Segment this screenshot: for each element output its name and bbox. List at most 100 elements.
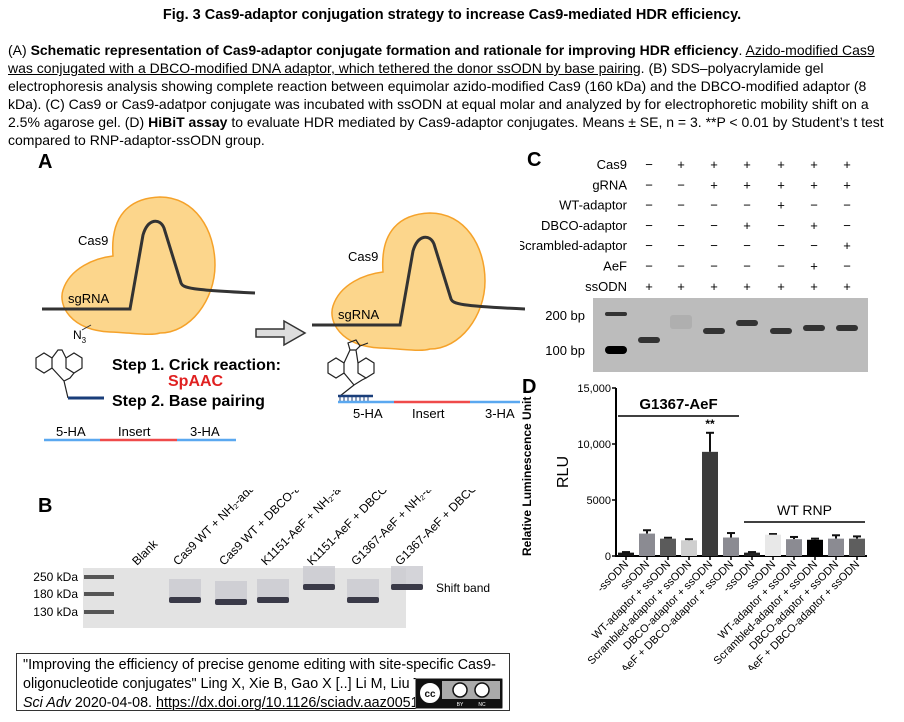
y-tick-label: 10,000 — [577, 439, 611, 451]
condition-value: − — [743, 259, 751, 274]
sgrna-label-left: sgRNA — [68, 291, 110, 306]
lane-label: Blank — [129, 536, 161, 568]
panel-a-label: A — [38, 151, 52, 173]
condition-value: + — [810, 177, 818, 192]
bar — [618, 552, 634, 556]
reaction-arrow-icon — [255, 319, 307, 347]
condition-value: + — [810, 157, 818, 172]
step1-label: Step 1. Crick reaction: — [112, 357, 281, 374]
dna-band — [770, 328, 792, 334]
ha3-label-right: 3-HA — [485, 406, 515, 421]
protein-band — [257, 597, 289, 603]
bar — [849, 538, 865, 556]
bar — [723, 537, 739, 556]
outer-y-axis-label: Relative Luminescence Unit — [520, 397, 534, 556]
condition-value: + — [843, 177, 851, 192]
bar — [660, 538, 676, 556]
condition-value: − — [843, 259, 851, 274]
condition-value: − — [677, 198, 685, 213]
citation-date: 2020-04-08. — [70, 695, 157, 711]
dna-band — [670, 315, 692, 329]
condition-value: − — [645, 157, 653, 172]
condition-value: − — [710, 259, 718, 274]
group-label: G1367-AeF — [639, 396, 717, 413]
svg-text:cc: cc — [424, 689, 436, 700]
citation-box: "Improving the efficiency of precise gen… — [16, 653, 510, 711]
significance-marker: ** — [705, 417, 715, 431]
ladder-band — [84, 575, 114, 579]
cc-by-nc-license-badge: cc BY NC — [415, 678, 503, 709]
step2-label: Step 2. Base pairing — [112, 393, 265, 410]
sgrna-label-right: sgRNA — [338, 307, 380, 322]
panel-c-label: C — [527, 149, 541, 171]
condition-value: + — [810, 279, 818, 294]
condition-value: − — [677, 259, 685, 274]
citation-line3: Sci Adv 2020-04-08. https://dx.doi.org/1… — [23, 694, 509, 713]
ladder-band — [84, 592, 114, 596]
bar — [807, 539, 823, 556]
svg-text:NC: NC — [478, 702, 486, 708]
dna-band — [638, 337, 660, 343]
condition-value: − — [677, 218, 685, 233]
condition-value: + — [710, 279, 718, 294]
triazole-structure-right — [327, 339, 375, 397]
ha5-label-left: 5-HA — [56, 424, 86, 439]
caption-a-underlined: Azido-modified Cas9 was conjugated with … — [8, 42, 875, 76]
condition-value: + — [743, 279, 751, 294]
marker-200bp: 200 bp — [545, 308, 585, 323]
insert-label-right: Insert — [412, 406, 445, 421]
condition-value: − — [743, 198, 751, 213]
condition-value: + — [743, 218, 751, 233]
y-axis-label: RLU — [555, 456, 572, 488]
condition-row-label: gRNA — [592, 177, 627, 192]
condition-value: − — [645, 259, 653, 274]
kda-marker: 250 kDa — [33, 570, 78, 584]
condition-value: + — [777, 157, 785, 172]
panel-b-label: B — [38, 495, 52, 517]
ladder-band — [605, 312, 627, 316]
panel-a-schematic: A Cas9 sgRNA N3 Step 1. Crick reaction: … — [35, 151, 525, 442]
condition-row-label: AeF — [603, 259, 627, 274]
ha3-label-left: 3-HA — [190, 424, 220, 439]
ha5-label-right: 5-HA — [353, 406, 383, 421]
protein-band — [169, 597, 201, 603]
protein-band — [391, 584, 423, 590]
condition-value: − — [645, 238, 653, 253]
citation-line2: oligonucleotide conjugates" Ling X, Xie … — [23, 676, 425, 692]
bar — [639, 533, 655, 556]
caption-a-prefix: (A) — [8, 42, 31, 58]
condition-value: − — [743, 238, 751, 253]
condition-value: + — [710, 177, 718, 192]
bar — [702, 451, 718, 556]
kda-marker: 180 kDa — [33, 587, 78, 601]
condition-value: − — [777, 238, 785, 253]
y-tick-label: 15,000 — [577, 383, 611, 395]
condition-value: + — [777, 198, 785, 213]
condition-value: + — [710, 157, 718, 172]
y-tick-label: 0 — [605, 551, 611, 563]
condition-value: + — [810, 259, 818, 274]
citation-journal: Sci Adv — [23, 695, 71, 711]
condition-value: − — [645, 218, 653, 233]
citation-doi-link[interactable]: https://dx.doi.org/10.1126/sciadv.aaz005… — [156, 695, 419, 711]
condition-value: + — [743, 157, 751, 172]
condition-value: + — [843, 157, 851, 172]
caption-a-sep: . — [738, 42, 746, 58]
panel-d-label: D — [522, 376, 536, 398]
condition-value: − — [645, 177, 653, 192]
azide-label: N3 — [73, 328, 87, 345]
citation-line1: "Improving the efficiency of precise gen… — [23, 657, 496, 673]
condition-value: − — [810, 198, 818, 213]
condition-value: + — [677, 157, 685, 172]
condition-value: + — [843, 238, 851, 253]
protein-band — [215, 599, 247, 605]
agarose-gel-image — [593, 298, 868, 372]
condition-value: + — [810, 218, 818, 233]
condition-value: + — [843, 279, 851, 294]
condition-value: + — [743, 177, 751, 192]
dna-band — [736, 320, 758, 326]
insert-label-left: Insert — [118, 424, 151, 439]
condition-row-label: Scrambled-adaptor — [520, 238, 628, 253]
